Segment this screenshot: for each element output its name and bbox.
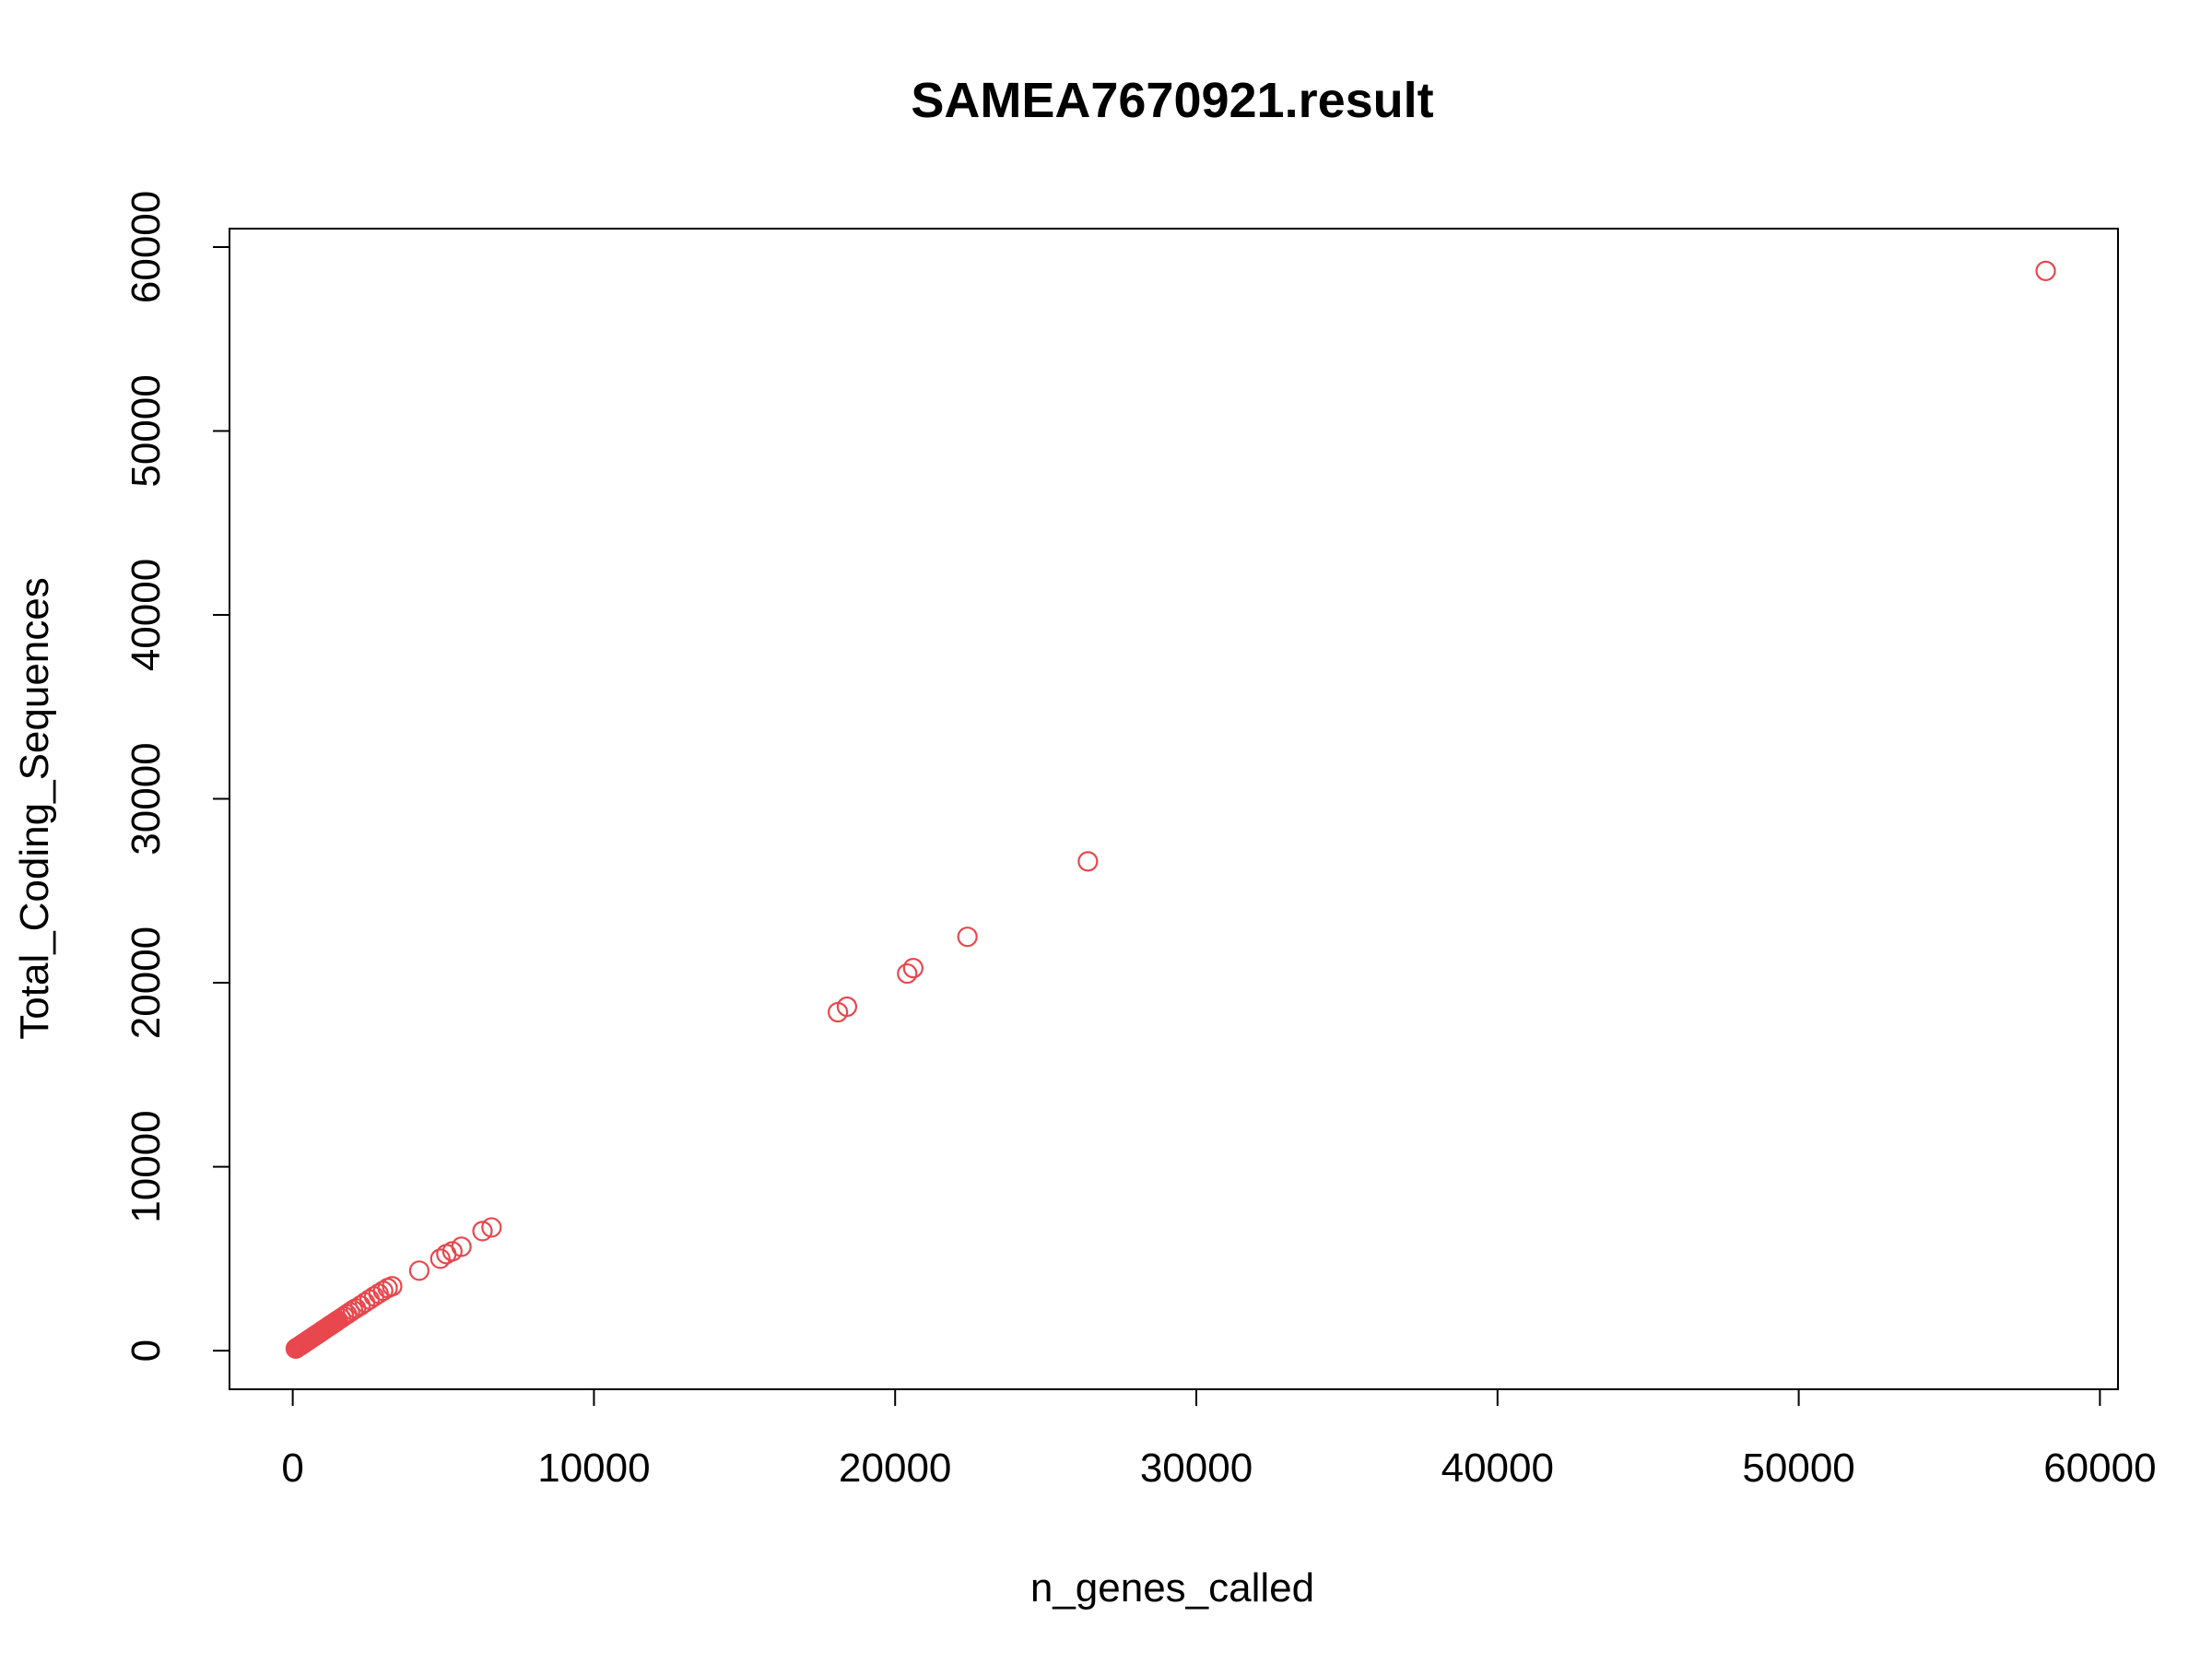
data-point — [957, 926, 978, 948]
data-point — [481, 1217, 502, 1238]
x-tick-label: 0 — [281, 1446, 303, 1491]
x-tick-label: 30000 — [1140, 1446, 1253, 1491]
x-axis: 0 10000 20000 30000 40000 50000 60000 — [281, 1388, 2157, 1491]
x-tick-label: 60000 — [2043, 1446, 2156, 1491]
y-tick-label: 40000 — [124, 559, 169, 671]
y-tick-label: 10000 — [124, 1110, 169, 1222]
y-tick-label: 60000 — [124, 191, 169, 303]
data-point — [382, 1276, 403, 1297]
y-axis-label: Total_Coding_Sequences — [12, 577, 57, 1040]
x-tick-label: 20000 — [839, 1446, 951, 1491]
y-axis: 0 10000 20000 30000 40000 50000 60000 — [124, 191, 230, 1362]
data-point — [897, 962, 918, 985]
data-point — [408, 1260, 429, 1281]
data-point — [836, 996, 858, 1018]
y-tick-label: 20000 — [124, 926, 169, 1039]
data-point — [472, 1221, 493, 1242]
data-point — [339, 1302, 360, 1323]
y-tick-label: 0 — [124, 1339, 169, 1362]
data-points — [285, 260, 2056, 1360]
x-axis-label: n_genes_called — [1030, 1565, 1314, 1611]
data-point — [1077, 851, 1099, 872]
x-tick-label: 10000 — [537, 1446, 650, 1491]
x-tick-label: 40000 — [1441, 1446, 1554, 1491]
plot-frame — [229, 228, 2119, 1390]
chart-title: SAMEA7670921.result — [911, 73, 1433, 128]
y-tick-label: 50000 — [124, 374, 169, 487]
y-tick-label: 30000 — [124, 742, 169, 855]
x-tick-label: 50000 — [1742, 1446, 1854, 1491]
data-point — [451, 1236, 472, 1257]
data-point — [429, 1248, 451, 1269]
data-point — [2035, 260, 2056, 281]
data-point — [902, 957, 924, 979]
